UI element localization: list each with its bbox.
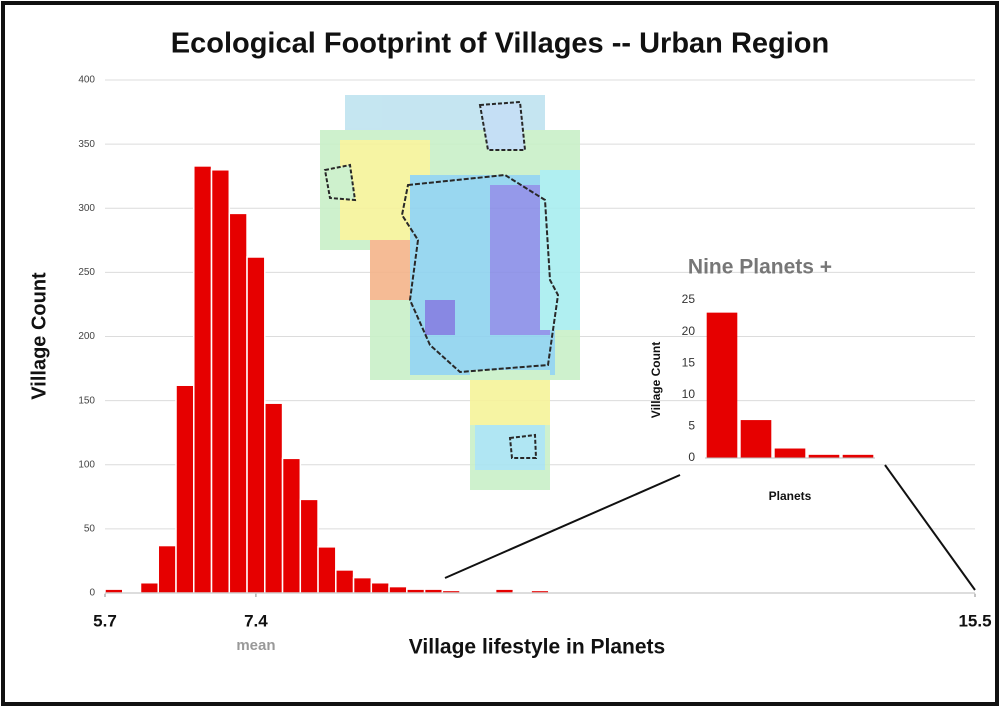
inset-x-axis-label: Planets [769, 489, 812, 503]
bar [317, 546, 337, 594]
y-tick-label: 200 [78, 331, 95, 342]
bar [335, 569, 355, 594]
y-tick-label: 150 [78, 395, 95, 406]
bar [370, 581, 390, 594]
bar [228, 212, 248, 594]
bar [706, 312, 738, 458]
y-tick-label: 0 [89, 588, 95, 599]
y-tick-label: 0 [688, 450, 695, 464]
connector-line [444, 474, 681, 579]
bar [157, 544, 177, 594]
connector-line [884, 464, 976, 591]
inset-y-axis-label: Village Count [649, 342, 663, 418]
bar [281, 457, 302, 594]
bar [299, 498, 319, 594]
y-tick-label: 5 [688, 419, 695, 433]
chart-title: Ecological Footprint of Villages -- Urba… [171, 28, 829, 60]
bar [388, 585, 408, 594]
y-tick-label: 50 [84, 524, 96, 535]
bar [494, 588, 515, 594]
bar [246, 256, 266, 594]
y-tick-label: 250 [78, 267, 95, 278]
y-tick-label: 15 [682, 355, 696, 369]
bar [210, 169, 231, 594]
bar [423, 588, 444, 594]
bar [808, 454, 840, 458]
bar [264, 402, 284, 594]
bar [740, 420, 772, 458]
region-map [320, 95, 580, 490]
bar [352, 576, 373, 594]
bar [774, 448, 806, 458]
y-tick-label: 10 [682, 387, 696, 401]
bar [842, 454, 874, 458]
x-tick-label: 5.7 [93, 611, 117, 630]
x-axis-label: Village lifestyle in Planets [409, 636, 665, 659]
bar [139, 581, 160, 594]
bar [175, 384, 195, 594]
annotation: mean [236, 637, 275, 654]
x-tick-label: 15.5 [958, 611, 991, 630]
bar [406, 588, 426, 594]
inset-title: Nine Planets + [688, 256, 832, 279]
y-tick-label: 300 [78, 203, 95, 214]
y-tick-label: 100 [78, 459, 95, 470]
y-axis-label: Village Count [28, 272, 50, 400]
y-tick-label: 25 [682, 292, 696, 306]
x-tick-label: 7.4 [244, 611, 268, 630]
bar [104, 588, 124, 594]
inset-chart: Nine Planets + Village Count Planets 0 5 10 15… [649, 256, 875, 503]
bar [193, 165, 213, 594]
y-tick-label: 350 [78, 139, 95, 150]
y-tick-label: 20 [682, 324, 696, 338]
y-tick-label: 400 [78, 75, 95, 86]
